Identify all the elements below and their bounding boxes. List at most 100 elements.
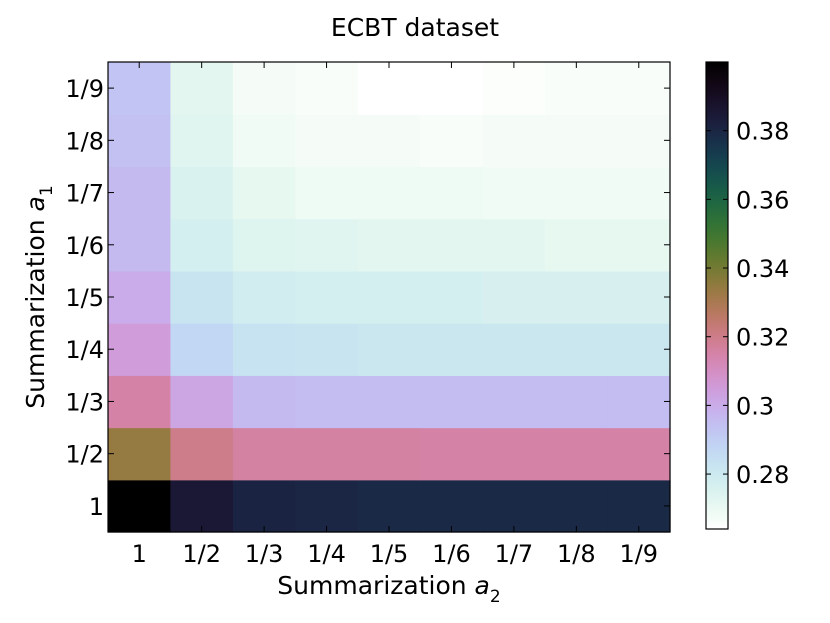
heatmap-cell <box>108 375 172 429</box>
heatmap-cell <box>232 323 296 376</box>
heatmap-cell <box>607 375 671 429</box>
heatmap-cell <box>545 375 609 429</box>
heatmap-cell <box>357 270 421 324</box>
heatmap-cell <box>482 323 546 376</box>
heatmap-cell <box>357 62 421 115</box>
y-tick-label: 1/4 <box>65 336 104 364</box>
heatmap-cell <box>232 62 296 115</box>
heatmap-cell <box>482 114 546 168</box>
y-axis-label-var: a <box>21 196 50 211</box>
heatmap-cell <box>482 62 546 115</box>
heatmap-cell <box>545 479 609 533</box>
heatmap-cell <box>232 375 296 429</box>
colorbar-tick-label: 0.28 <box>736 461 789 489</box>
heatmap-cell <box>420 323 484 376</box>
heatmap-cell <box>232 427 296 481</box>
heatmap-cell <box>545 270 609 324</box>
y-tick-label: 1/9 <box>65 75 104 103</box>
x-axis-label-var: a <box>475 571 490 600</box>
heatmap-cell <box>607 427 671 481</box>
heatmap-cell <box>170 218 234 272</box>
heatmap-cell <box>357 479 421 533</box>
heatmap-cell <box>545 218 609 272</box>
heatmap-cell <box>295 62 359 115</box>
heatmap-cell <box>170 270 234 324</box>
heatmap-cell <box>420 375 484 429</box>
x-tick-label: 1 <box>132 540 147 568</box>
y-tick-label: 1/3 <box>65 388 104 416</box>
heatmap-cell <box>545 427 609 481</box>
heatmap-cell <box>232 270 296 324</box>
heatmap-cell <box>607 114 671 168</box>
heatmap-cell <box>357 166 421 220</box>
heatmap-cell <box>295 114 359 168</box>
heatmap-cell <box>108 114 172 168</box>
heatmap-cell <box>420 166 484 220</box>
colorbar-ticks: 0.28 0.3 0.32 0.34 0.36 0.38 <box>706 118 789 489</box>
x-tick-label: 1/2 <box>182 540 221 568</box>
heatmap-cell <box>545 323 609 376</box>
colorbar-tick-label: 0.3 <box>736 392 774 420</box>
heatmap-cell <box>607 479 671 533</box>
heatmap-cell <box>108 427 172 481</box>
heatmap-cell <box>607 218 671 272</box>
y-tick-label: 1/8 <box>65 127 104 155</box>
heatmap-cell <box>482 166 546 220</box>
heatmap-cell <box>607 323 671 376</box>
heatmap-cell <box>170 479 234 533</box>
y-axis-ticks: 1 1/2 1/3 1/4 1/5 1/6 1/7 1/8 1/9 <box>65 75 670 521</box>
heatmap-cell <box>607 62 671 115</box>
heatmap-cell <box>295 270 359 324</box>
heatmap-cell <box>607 166 671 220</box>
x-tick-label: 1/3 <box>245 540 284 568</box>
colorbar <box>705 61 729 530</box>
heatmap-cell <box>357 375 421 429</box>
heatmap-cell <box>170 62 234 115</box>
chart-title: ECBT dataset <box>331 13 499 42</box>
heatmap-cell <box>232 479 296 533</box>
heatmap-cell <box>420 427 484 481</box>
heatmap-cell <box>295 427 359 481</box>
heatmap-cell <box>108 479 172 533</box>
x-axis-ticks: 1 1/2 1/3 1/4 1/5 1/6 1/7 1/8 1/9 <box>132 62 658 568</box>
y-axis-label-text: Summarization <box>21 211 50 408</box>
x-axis-label-text: Summarization <box>277 571 474 600</box>
heatmap-cell <box>295 323 359 376</box>
y-tick-label: 1/5 <box>65 284 104 312</box>
heatmap-cells <box>108 62 671 533</box>
heatmap-cell <box>420 270 484 324</box>
heatmap-cell <box>357 323 421 376</box>
heatmap-cell <box>295 166 359 220</box>
heatmap-cell <box>545 62 609 115</box>
heatmap-cell <box>357 114 421 168</box>
y-axis-label-sub: 1 <box>37 185 57 196</box>
heatmap-cell <box>607 270 671 324</box>
heatmap-cell <box>232 218 296 272</box>
colorbar-tick-label: 0.34 <box>736 255 789 283</box>
colorbar-tick-label: 0.36 <box>736 186 789 214</box>
heatmap-cell <box>108 218 172 272</box>
heatmap-cell <box>482 270 546 324</box>
heatmap-cell <box>420 479 484 533</box>
heatmap-cell <box>170 114 234 168</box>
heatmap-cell <box>420 62 484 115</box>
heatmap-cell <box>357 218 421 272</box>
heatmap-cell <box>108 62 172 115</box>
x-axis-label: Summarization a2 <box>277 571 500 607</box>
x-tick-label: 1/8 <box>557 540 596 568</box>
heatmap-cell <box>232 114 296 168</box>
heatmap-cell <box>482 218 546 272</box>
heatmap-cell <box>295 218 359 272</box>
heatmap-cell <box>108 166 172 220</box>
y-axis-label: Summarization a1 <box>21 185 57 408</box>
heatmap-cell <box>545 166 609 220</box>
heatmap-cell <box>420 114 484 168</box>
x-tick-label: 1/9 <box>619 540 658 568</box>
heatmap-cell <box>482 479 546 533</box>
x-tick-label: 1/4 <box>307 540 346 568</box>
colorbar-tick-label: 0.38 <box>736 118 789 146</box>
x-tick-label: 1/6 <box>432 540 471 568</box>
heatmap-cell <box>232 166 296 220</box>
x-axis-label-sub: 2 <box>490 587 501 607</box>
